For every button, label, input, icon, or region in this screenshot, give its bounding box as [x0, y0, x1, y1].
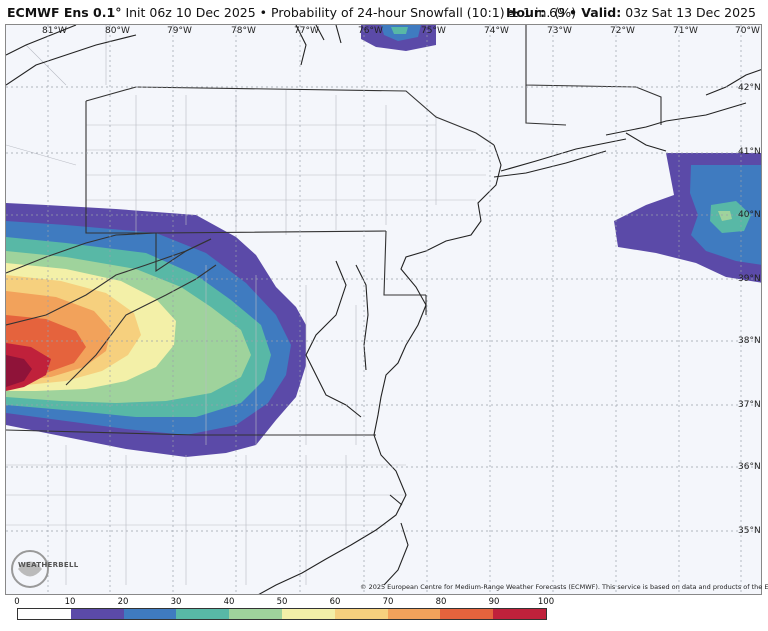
colorbar-tick-50: 50 [276, 597, 288, 607]
colorbar-tick-90: 90 [488, 597, 500, 607]
lon-label-78w: 78°W [231, 26, 256, 36]
hour-label: Hour: [505, 5, 546, 20]
colorbar-tick-40: 40 [223, 597, 235, 607]
snow-probability-shading [6, 203, 306, 457]
state-borders [6, 25, 662, 436]
map-description: Init 06z 10 Dec 2025 • Probability of 24… [125, 5, 576, 20]
colorbar-70-80 [387, 609, 441, 619]
lon-label-71w: 71°W [673, 26, 698, 36]
map-header: ECMWF Ens 0.1° Init 06z 10 Dec 2025 • Pr… [0, 0, 768, 24]
map-panel: 81°W 80°W 79°W 78°W 77°W 76°W 75°W 74°W … [5, 24, 762, 595]
lon-label-79w: 79°W [167, 26, 192, 36]
lon-label-72w: 72°W [610, 26, 635, 36]
colorbar-60-70 [334, 609, 388, 619]
colorbar-40-50 [229, 609, 282, 619]
ecmwf-credit: © 2025 European Centre for Medium-Range … [360, 583, 768, 591]
lat-label-35n: 35°N [738, 526, 761, 536]
lat-label-40n: 40°N [738, 210, 761, 220]
header-valid-time: Hour: 69 • Valid: 03z Sat 13 Dec 2025 [506, 5, 756, 20]
coastline [6, 25, 761, 594]
lat-label-38n: 38°N [738, 336, 761, 346]
colorbar [17, 608, 547, 620]
map-canvas [6, 25, 761, 594]
prob-100 [6, 355, 32, 387]
hour-value: 69 [549, 5, 565, 20]
colorbar-tick-0: 0 [14, 597, 20, 607]
lat-label-42n: 42°N [738, 83, 761, 93]
colorbar-80-90 [440, 609, 494, 619]
lon-label-77w: 77°W [294, 26, 319, 36]
colorbar-tick-60: 60 [329, 597, 341, 607]
lon-label-74w: 74°W [484, 26, 509, 36]
colorbar-30-40 [176, 609, 230, 619]
colorbar-tick-30: 30 [170, 597, 182, 607]
valid-value: 03z Sat 13 Dec 2025 [625, 5, 756, 20]
colorbar-50-60 [281, 609, 335, 619]
colorbar-tick-10: 10 [64, 597, 76, 607]
header-title: ECMWF Ens 0.1° Init 06z 10 Dec 2025 • Pr… [7, 5, 576, 20]
lat-label-39n: 39°N [738, 274, 761, 284]
colorbar-10-20 [70, 609, 124, 619]
colorbar-20-30 [123, 609, 177, 619]
colorbar-90-100 [493, 609, 546, 619]
lat-lon-grid [6, 25, 761, 594]
model-name: ECMWF Ens 0.1° [7, 5, 122, 20]
lat-label-36n: 36°N [738, 462, 761, 472]
colorbar-tick-80: 80 [435, 597, 447, 607]
colorbar-tick-70: 70 [382, 597, 394, 607]
lon-label-81w: 81°W [42, 26, 67, 36]
snow-shading-northern-pa [361, 25, 436, 51]
lon-label-75w: 75°W [421, 26, 446, 36]
colorbar-0-10 [18, 609, 71, 619]
weatherbell-logo [11, 550, 49, 588]
colorbar-tick-20: 20 [117, 597, 129, 607]
snow-shading-offshore [614, 153, 761, 283]
lon-label-76w: 76°W [358, 26, 383, 36]
lon-label-73w: 73°W [547, 26, 572, 36]
colorbar-tick-100: 100 [537, 597, 555, 607]
valid-label: • Valid: [568, 5, 622, 20]
lat-label-41n: 41°N [738, 147, 761, 157]
lat-label-37n: 37°N [738, 400, 761, 410]
lon-label-80w: 80°W [105, 26, 130, 36]
weatherbell-logo-text: WEATHERBELL [18, 561, 79, 569]
lon-label-70w: 70°W [735, 26, 760, 36]
